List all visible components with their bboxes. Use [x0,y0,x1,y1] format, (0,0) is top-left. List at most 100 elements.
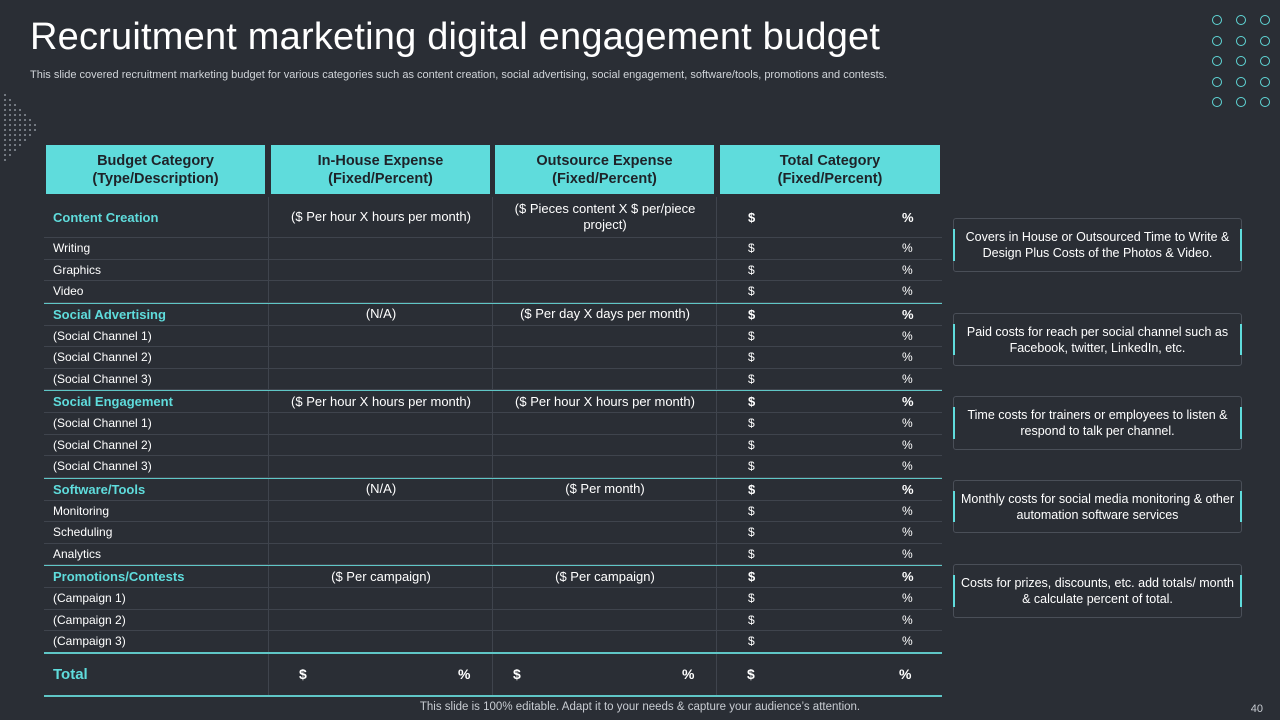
item-total-percent: % [902,284,913,299]
table-row: (Campaign 1) $% [44,588,942,610]
decorative-triangle-dots [4,94,36,161]
section-label: Social Engagement [53,394,173,409]
table-row: (Social Channel 3) $% [44,368,942,390]
note-promotions-contests: Costs for prizes, discounts, etc. add to… [953,564,1242,618]
section-label: Social Advertising [53,306,166,322]
item-total-dollar: $ [748,459,755,474]
header-total-category: Total Category (Fixed/Percent) [720,145,940,194]
item-label: Video [53,284,84,299]
section-row: Social Engagement ($ Per hour X hours per… [44,390,942,413]
item-total-dollar: $ [748,634,755,649]
section-row: Promotions/Contests ($ Per campaign) ($ Pe… [44,565,942,588]
item-total-percent: % [902,634,913,649]
total-outsource-dollar: $ [513,666,521,682]
table-row: (Social Channel 2) $% [44,347,942,369]
table-row: (Social Channel 1) $% [44,413,942,435]
item-total-percent: % [902,328,913,343]
section-total-dollar: $ [748,209,756,225]
slide-subtitle: This slide covered recruitment marketing… [30,69,888,81]
section-label: Software/Tools [53,481,146,497]
item-total-percent: % [902,416,913,431]
table-row: (Campaign 3) $% [44,631,942,654]
section-outsource: ($ Per day X days per month) [520,306,690,321]
table-row: Monitoring $% [44,500,942,522]
item-label: Scheduling [53,525,113,540]
table-row: Graphics $% [44,259,942,281]
section-total-percent: % [902,481,914,497]
item-total-percent: % [902,612,913,627]
table-row: Video $% [44,281,942,303]
item-total-dollar: $ [748,262,755,277]
section-outsource: ($ Pieces content X $ per/piece project) [514,201,696,232]
item-label: Graphics [53,262,102,277]
item-label: (Social Channel 1) [53,328,152,343]
total-dollar: $ [747,666,755,682]
item-total-percent: % [902,371,913,386]
item-label: (Campaign 3) [53,634,126,649]
item-total-dollar: $ [748,284,755,299]
item-total-dollar: $ [748,241,755,256]
note-social-engagement: Time costs for trainers or employees to … [953,396,1242,450]
section-total-dollar: $ [748,306,756,322]
section-label: Promotions/Contests [53,569,185,584]
section-inhouse: ($ Per hour X hours per month) [291,393,471,409]
item-total-percent: % [902,591,913,606]
item-label: (Social Channel 2) [53,437,152,452]
item-label: Monitoring [53,503,110,518]
item-total-dollar: $ [748,350,755,365]
item-total-dollar: $ [748,612,755,627]
item-total-percent: % [902,350,913,365]
item-total-dollar: $ [748,416,755,431]
header-inhouse-expense: In-House Expense (Fixed/Percent) [271,145,490,194]
item-total-percent: % [902,503,913,518]
item-total-dollar: $ [748,525,755,540]
section-inhouse: (N/A) [365,306,397,321]
item-total-dollar: $ [748,503,755,518]
section-outsource: ($ Per month) [565,481,645,496]
item-total-dollar: $ [748,591,755,606]
decorative-dots-grid [1212,15,1272,107]
section-outsource: ($ Per hour X hours per month) [515,393,695,409]
note-social-advertising: Paid costs for reach per social channel … [953,313,1242,366]
section-total-dollar: $ [748,569,756,584]
total-label: Total [53,665,88,683]
item-total-percent: % [902,262,913,277]
budget-table: Content Creation ($ Per hour X hours per … [44,197,942,697]
table-row: Scheduling $% [44,522,942,544]
table-row: Analytics $% [44,543,942,565]
section-row: Social Advertising (N/A) ($ Per day X days… [44,302,942,326]
section-total-percent: % [902,306,914,322]
footer-text: This slide is 100% editable. Adapt it to… [419,701,861,713]
item-total-dollar: $ [748,328,755,343]
total-outsource-percent: % [682,666,695,682]
item-total-percent: % [902,459,913,474]
total-inhouse-dollar: $ [299,666,307,682]
section-row: Content Creation ($ Per hour X hours per … [44,197,942,238]
header-budget-category: Budget Category (Type/Description) [46,145,265,194]
section-row: Software/Tools (N/A) ($ Per month) $% [44,477,942,501]
total-row: Total $% $% $% [44,653,942,697]
table-row: (Campaign 2) $% [44,609,942,631]
table-row: (Social Channel 1) $% [44,325,942,347]
page-number: 40 [1250,703,1263,715]
section-inhouse: ($ Per hour X hours per month) [291,209,471,224]
table-row: (Social Channel 3) $% [44,456,942,478]
section-total-dollar: $ [748,481,756,497]
item-total-percent: % [902,546,913,561]
table-row: (Social Channel 2) $% [44,434,942,456]
item-total-percent: % [902,525,913,540]
item-label: (Social Channel 3) [53,371,152,386]
item-total-percent: % [902,241,913,256]
table-row: Writing $% [44,238,942,260]
item-total-percent: % [902,437,913,452]
section-outsource: ($ Per campaign) [555,568,655,584]
item-label: (Social Channel 2) [53,350,152,365]
total-percent: % [899,666,912,682]
slide-title: Recruitment marketing digital engagement… [30,16,881,58]
section-total-percent: % [902,209,914,225]
item-total-dollar: $ [748,437,755,452]
section-label: Content Creation [53,209,159,225]
item-total-dollar: $ [748,546,755,561]
section-inhouse: (N/A) [365,481,397,496]
item-label: (Campaign 1) [53,591,126,606]
